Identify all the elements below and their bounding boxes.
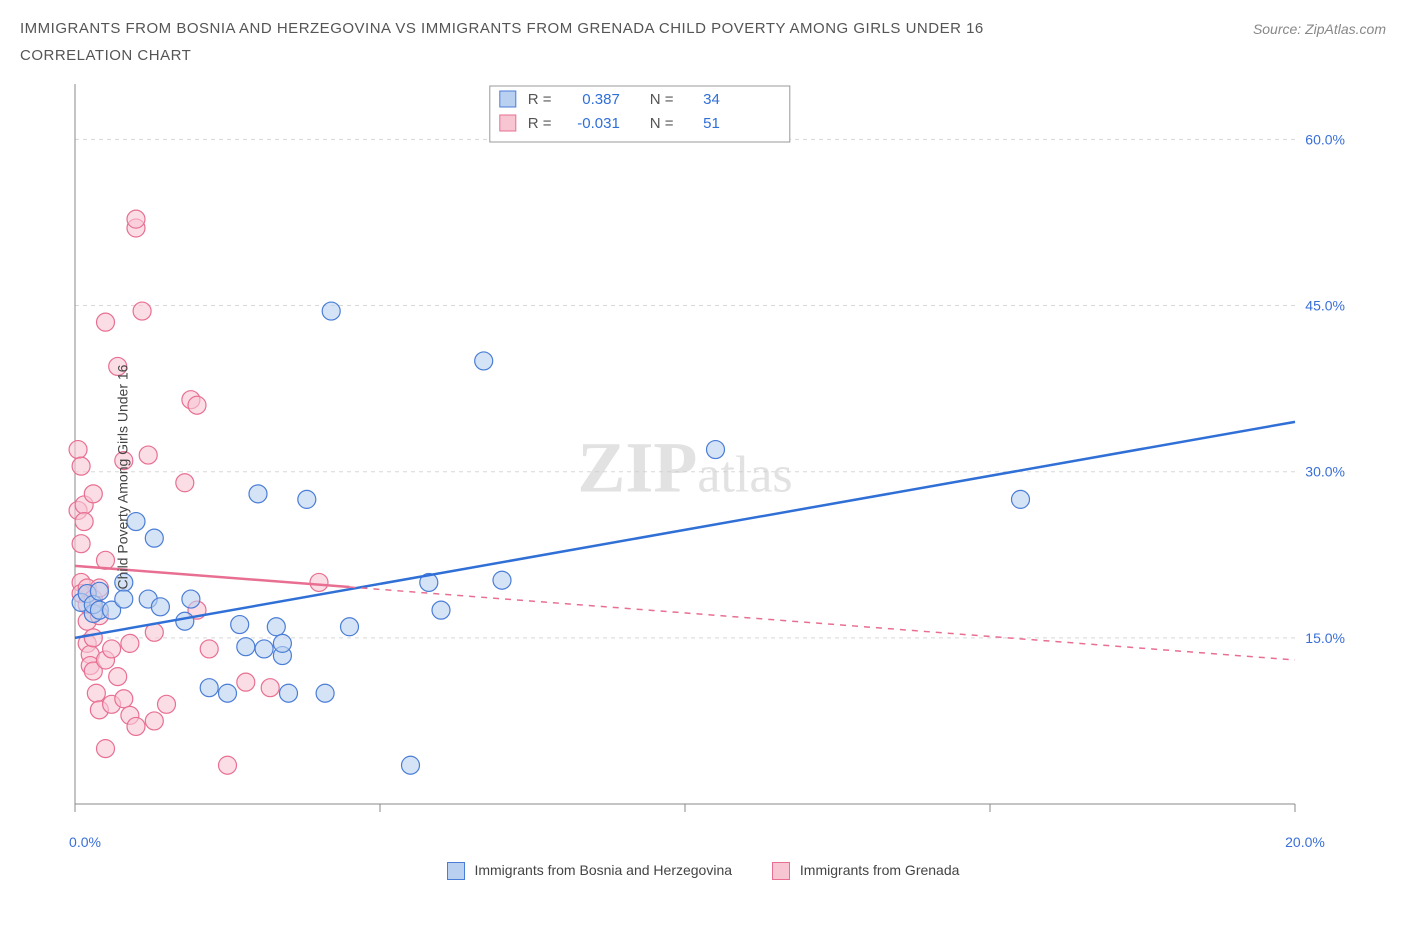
legend-label-bosnia: Immigrants from Bosnia and Herzegovina [474, 862, 732, 878]
source-attribution: Source: ZipAtlas.com [1253, 21, 1386, 37]
legend-item-grenada: Immigrants from Grenada [772, 862, 959, 880]
svg-text:-0.031: -0.031 [577, 115, 620, 132]
svg-text:30.0%: 30.0% [1305, 464, 1345, 480]
svg-text:N =: N = [650, 115, 674, 132]
bottom-legend: Immigrants from Bosnia and Herzegovina I… [20, 862, 1386, 880]
svg-text:R =: R = [528, 115, 552, 132]
svg-text:45.0%: 45.0% [1305, 298, 1345, 314]
svg-text:N =: N = [650, 91, 674, 108]
svg-text:ZIPatlas: ZIPatlas [577, 428, 792, 508]
source-name: ZipAtlas.com [1305, 21, 1386, 37]
svg-text:51: 51 [703, 115, 720, 132]
chart-subtitle: CORRELATION CHART [20, 47, 1386, 64]
legend-item-bosnia: Immigrants from Bosnia and Herzegovina [447, 862, 732, 880]
svg-text:0.387: 0.387 [582, 91, 620, 108]
scatter-chart: 15.0% 30.0% 45.0% 60.0% ZIPatlas R = 0.387 N = 3… [65, 74, 1365, 834]
svg-text:34: 34 [703, 91, 720, 108]
x-axis-labels: 0.0% 20.0% [75, 834, 1376, 854]
legend-label-grenada: Immigrants from Grenada [800, 862, 960, 878]
svg-text:60.0%: 60.0% [1305, 131, 1345, 147]
chart-container: Child Poverty Among Girls Under 16 15.0%… [20, 74, 1386, 880]
source-label: Source: [1253, 21, 1301, 37]
x-axis-min-label: 0.0% [69, 834, 101, 850]
svg-text:R =: R = [528, 91, 552, 108]
legend-swatch-grenada [772, 862, 790, 880]
svg-text:15.0%: 15.0% [1305, 630, 1345, 646]
chart-title: IMMIGRANTS FROM BOSNIA AND HERZEGOVINA V… [20, 20, 984, 37]
legend-swatch-bosnia [447, 862, 465, 880]
x-axis-max-label: 20.0% [1285, 834, 1325, 850]
y-axis-label: Child Poverty Among Girls Under 16 [114, 365, 130, 590]
